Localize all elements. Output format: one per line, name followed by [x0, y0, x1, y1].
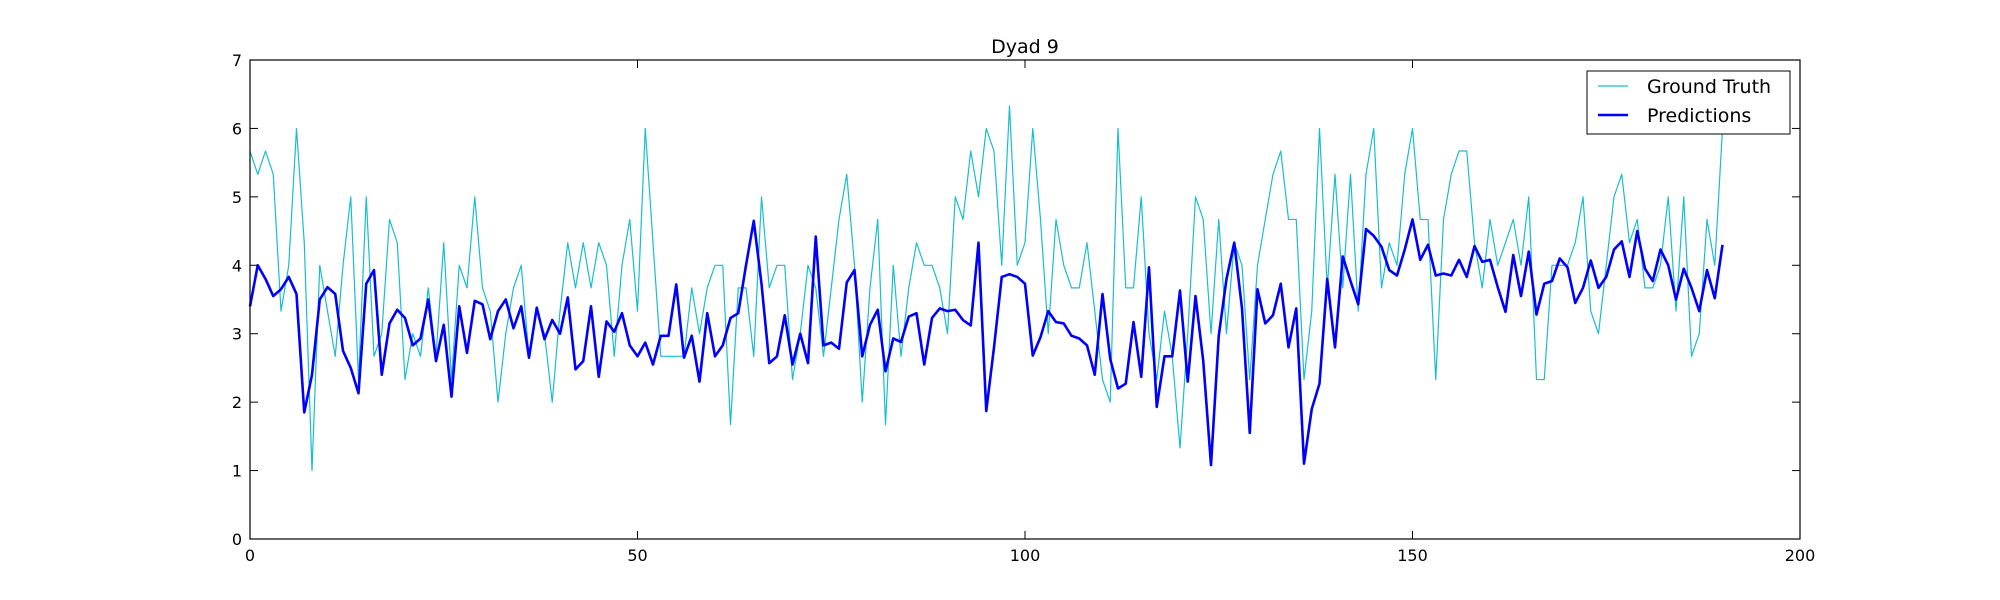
y-tick-label: 7 [232, 51, 242, 70]
legend: Ground Truth Predictions [1586, 70, 1791, 135]
y-tick-label: 1 [232, 462, 242, 481]
legend-label-predictions: Predictions [1647, 105, 1751, 127]
y-tick-label: 3 [232, 325, 242, 344]
chart-title: Dyad 9 [991, 36, 1059, 58]
x-tick-label: 0 [245, 546, 255, 565]
y-tick-label: 6 [232, 119, 242, 138]
legend-box [1586, 70, 1791, 135]
series-line-ground-truth [249, 105, 1724, 472]
x-tick-label: 50 [627, 546, 647, 565]
axis-ticks: 0 50 100 150 200 0 1 2 3 4 5 6 7 [232, 51, 1815, 565]
y-tick-label: 0 [232, 530, 242, 549]
series-line-predictions [248, 218, 1724, 467]
x-tick-label: 200 [1785, 546, 1816, 565]
legend-label-ground-truth: Ground Truth [1647, 76, 1771, 98]
y-tick-label: 2 [232, 393, 242, 412]
x-tick-label: 150 [1397, 546, 1428, 565]
series-layer [248, 105, 1724, 472]
y-tick-label: 5 [232, 188, 242, 207]
y-tick-label: 4 [232, 256, 242, 275]
x-tick-label: 100 [1010, 546, 1041, 565]
plot-frame [249, 59, 1801, 540]
